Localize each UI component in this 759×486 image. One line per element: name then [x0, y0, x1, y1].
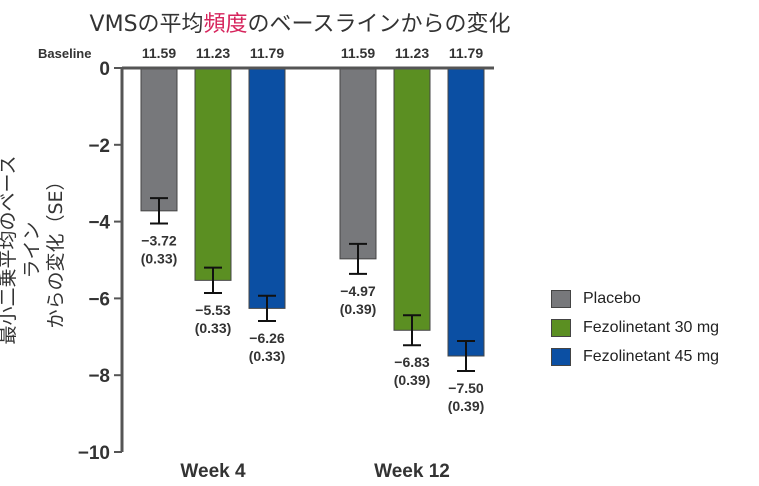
chart-title: VMSの平均頻度のベースラインからの変化: [0, 6, 600, 38]
baseline-value: 11.59: [142, 45, 176, 61]
bar: [393, 67, 431, 331]
data-label: −5.53: [195, 302, 231, 318]
legend-label-fezolinetant-30: Fezolinetant 30 mg: [583, 318, 720, 336]
bar: [248, 67, 286, 309]
bar: [339, 67, 377, 260]
legend: Placebo Fezolinetant 30 mg Fezolinetant …: [551, 284, 719, 371]
baseline-value: 11.23: [196, 45, 230, 61]
legend-swatch-fezolinetant-30: [551, 318, 571, 337]
category-label: Week 4: [180, 461, 246, 482]
y-tick-label: −4: [88, 213, 110, 234]
title-pre: VMSの平均: [89, 12, 204, 37]
baseline-value: 11.23: [395, 45, 429, 61]
y-tick-label: −10: [78, 443, 110, 464]
y-tick-label: −6: [88, 289, 110, 310]
y-tick-label: −8: [88, 366, 110, 387]
legend-label-placebo: Placebo: [583, 289, 641, 307]
legend-item-fezolinetant-30: Fezolinetant 30 mg: [551, 313, 719, 342]
legend-label-fezolinetant-45: Fezolinetant 45 mg: [583, 347, 720, 365]
se-label: (0.39): [394, 372, 431, 388]
se-label: (0.39): [340, 301, 377, 317]
se-label: (0.33): [249, 348, 286, 364]
data-label: −4.97: [340, 283, 376, 299]
data-label: −6.83: [394, 354, 430, 370]
data-label: −6.26: [249, 330, 285, 346]
bar: [194, 67, 232, 281]
title-post: のベースラインからの変化: [247, 12, 511, 37]
category-label: Week 12: [374, 461, 450, 482]
legend-swatch-placebo: [551, 289, 571, 308]
se-label: (0.33): [195, 320, 232, 336]
data-label: −3.72: [141, 233, 177, 249]
title-highlight: 頻度: [203, 12, 248, 37]
bar: [140, 67, 178, 212]
legend-item-fezolinetant-45: Fezolinetant 45 mg: [551, 342, 719, 371]
baseline-value: 11.79: [449, 45, 483, 61]
data-label: −7.50: [448, 380, 484, 396]
se-label: (0.39): [448, 398, 485, 414]
y-tick-label: −2: [88, 136, 110, 157]
legend-swatch-fezolinetant-45: [551, 347, 571, 366]
y-tick-label: 0: [99, 59, 110, 80]
baseline-label: Baseline: [38, 46, 91, 61]
baseline-value: 11.59: [341, 45, 375, 61]
se-label: (0.33): [141, 251, 178, 267]
legend-item-placebo: Placebo: [551, 284, 719, 313]
bar: [447, 67, 485, 357]
baseline-value: 11.79: [250, 45, 284, 61]
